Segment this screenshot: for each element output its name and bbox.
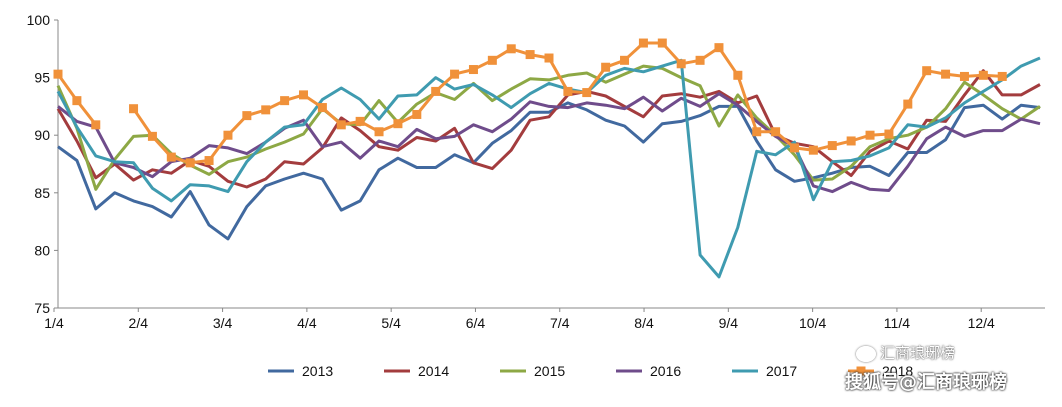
data-point-2018 bbox=[72, 96, 82, 106]
data-point-2018 bbox=[525, 50, 535, 60]
data-point-2018 bbox=[959, 71, 969, 81]
data-point-2018 bbox=[374, 127, 384, 137]
data-point-2018 bbox=[695, 55, 705, 65]
data-point-2018 bbox=[299, 90, 308, 100]
data-point-2018 bbox=[91, 120, 101, 130]
data-point-2018 bbox=[431, 86, 441, 96]
legend-label-2015: 2015 bbox=[534, 363, 565, 379]
data-point-2018 bbox=[242, 111, 252, 121]
data-point-2018 bbox=[657, 38, 667, 48]
y-tick-label: 90 bbox=[34, 127, 50, 143]
data-point-2018 bbox=[487, 55, 497, 65]
legend-label-2018: 2018 bbox=[882, 363, 913, 379]
x-tick-label: 9/4 bbox=[719, 315, 739, 331]
data-point-2018 bbox=[450, 69, 460, 79]
series-line-2017 bbox=[56, 56, 1041, 279]
legend-label-2017: 2017 bbox=[766, 363, 797, 379]
data-point-2018 bbox=[563, 86, 573, 96]
y-tick-label: 95 bbox=[34, 70, 50, 86]
data-point-2018 bbox=[280, 96, 290, 106]
watermark-wechat: 汇商琅琊榜 bbox=[856, 342, 955, 363]
data-point-2018 bbox=[147, 131, 157, 141]
data-point-2018 bbox=[468, 65, 478, 75]
watermark-line1: 汇商琅琊榜 bbox=[880, 344, 956, 362]
data-point-2018 bbox=[53, 69, 63, 79]
data-point-2018 bbox=[638, 38, 648, 48]
data-point-2018 bbox=[620, 55, 630, 65]
x-tick-label: 11/4 bbox=[884, 315, 910, 331]
data-point-2018 bbox=[771, 127, 781, 137]
data-point-2018 bbox=[752, 127, 762, 137]
data-point-2018 bbox=[355, 116, 365, 126]
data-point-2018 bbox=[884, 129, 894, 139]
data-point-2018 bbox=[922, 66, 932, 76]
series-2013 bbox=[57, 101, 1041, 241]
data-point-2018 bbox=[846, 136, 856, 146]
series-2014 bbox=[56, 69, 1041, 189]
y-tick-label: 80 bbox=[34, 242, 50, 258]
y-tick-label: 85 bbox=[34, 185, 50, 201]
x-tick-label: 6/4 bbox=[466, 315, 486, 331]
x-tick-label: 4/4 bbox=[297, 315, 317, 331]
series-2015 bbox=[56, 64, 1041, 191]
data-point-2018 bbox=[129, 104, 139, 114]
series-line-2015 bbox=[56, 64, 1041, 191]
series-2017 bbox=[56, 56, 1041, 279]
data-point-2018 bbox=[412, 109, 422, 119]
data-point-2018 bbox=[978, 70, 988, 80]
data-point-2018 bbox=[865, 130, 875, 140]
data-point-2018 bbox=[790, 143, 799, 153]
y-axis-ticks: 75 80 85 90 95 100 bbox=[27, 12, 58, 316]
data-point-2018 bbox=[204, 156, 214, 166]
legend-label-2014: 2014 bbox=[418, 363, 449, 379]
data-point-2018 bbox=[997, 71, 1007, 81]
data-point-2018 bbox=[808, 145, 818, 155]
data-point-2018 bbox=[941, 69, 951, 79]
x-tick-label: 5/4 bbox=[381, 315, 401, 331]
data-point-2018 bbox=[317, 103, 327, 113]
data-point-2018 bbox=[544, 53, 554, 63]
x-tick-label: 12/4 bbox=[968, 315, 995, 331]
legend-marker-2018 bbox=[856, 366, 866, 376]
data-point-2018 bbox=[261, 105, 271, 115]
data-point-2018 bbox=[903, 99, 913, 109]
series-layer bbox=[53, 38, 1041, 279]
series-2016 bbox=[57, 92, 1041, 194]
data-point-2018 bbox=[393, 119, 403, 129]
x-tick-label: 3/4 bbox=[213, 315, 233, 331]
data-point-2018 bbox=[676, 59, 686, 69]
x-tick-label: 8/4 bbox=[634, 315, 654, 331]
series-line-2013 bbox=[57, 101, 1041, 241]
x-tick-label: 7/4 bbox=[550, 315, 570, 331]
x-axis-ticks: 1/4 2/4 3/4 4/4 5/4 6/4 7/4 8/4 9/4 10/4 11/4 12/4 bbox=[44, 308, 995, 331]
data-point-2018 bbox=[827, 141, 837, 151]
legend-label-2013: 2013 bbox=[302, 363, 333, 379]
wechat-icon bbox=[856, 345, 876, 362]
y-tick-label: 100 bbox=[27, 12, 51, 28]
data-point-2018 bbox=[582, 88, 592, 98]
data-point-2018 bbox=[714, 43, 724, 53]
x-tick-label: 10/4 bbox=[799, 315, 826, 331]
data-point-2018 bbox=[336, 120, 346, 130]
series-line-2014 bbox=[56, 69, 1041, 189]
data-point-2018 bbox=[185, 158, 195, 168]
watermark-sohu: 搜狐号@汇商琅琊榜 bbox=[845, 372, 1007, 393]
series-2018 bbox=[53, 38, 1007, 168]
series-line-2016 bbox=[57, 92, 1041, 194]
x-tick-label: 1/4 bbox=[44, 315, 64, 331]
data-point-2018 bbox=[166, 152, 176, 162]
data-point-2018 bbox=[506, 44, 516, 54]
data-point-2018 bbox=[223, 130, 233, 140]
legend: 2013 2014 2015 2016 2017 2018 bbox=[268, 363, 913, 379]
data-point-2018 bbox=[733, 70, 743, 80]
data-point-2018 bbox=[601, 62, 611, 72]
y-tick-label: 75 bbox=[34, 300, 50, 316]
x-tick-label: 2/4 bbox=[129, 315, 149, 331]
legend-label-2016: 2016 bbox=[650, 363, 681, 379]
